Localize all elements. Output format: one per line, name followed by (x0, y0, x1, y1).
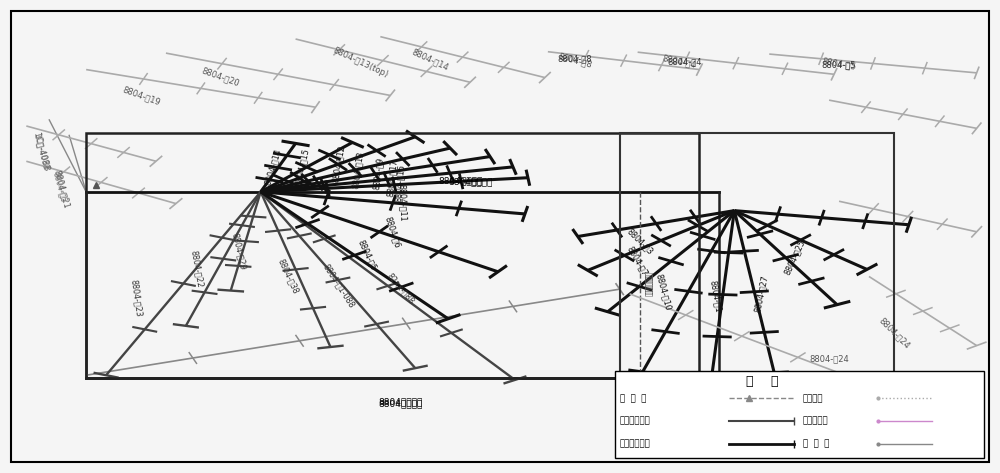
Text: 8804轨道巷道: 8804轨道巷道 (378, 397, 422, 406)
Text: 设计终孔线: 设计终孔线 (643, 272, 652, 295)
Text: 8804-奥13(top): 8804-奥13(top) (331, 46, 390, 79)
Text: 8804-兂5: 8804-兂5 (51, 171, 68, 203)
Text: 8804-奥9: 8804-奥9 (372, 156, 385, 190)
Text: 8804-奥21: 8804-奥21 (52, 169, 71, 210)
Text: 8804-奥25: 8804-奥25 (783, 238, 807, 276)
Text: 8804-奥10: 8804-奥10 (654, 272, 673, 311)
Bar (615, 370, 984, 457)
Text: 8804-奥5: 8804-奥5 (821, 56, 857, 71)
Text: 检  查  孔: 检 查 孔 (803, 439, 829, 448)
Text: 第二序次钒孔: 第二序次钒孔 (620, 439, 650, 448)
Text: 8804-奥1: 8804-奥1 (708, 280, 723, 314)
Text: 8804-奥13: 8804-奥13 (351, 150, 365, 189)
Text: 8804-奥23: 8804-奥23 (129, 278, 143, 317)
Text: 8804-奥14: 8804-奥14 (410, 47, 450, 72)
Text: 8804-奥8: 8804-奥8 (557, 54, 592, 63)
Text: 8804-奥4: 8804-奥4 (662, 53, 697, 70)
Text: 8804-奥15: 8804-奥15 (294, 148, 311, 186)
Bar (86, 133, 699, 377)
Text: 8804-奥27: 8804-奥27 (753, 274, 770, 313)
Text: 1C奥-4088: 1C奥-4088 (32, 131, 51, 173)
Text: 8804-奥19: 8804-奥19 (121, 84, 161, 106)
Text: 8804-奥8: 8804-奥8 (557, 52, 593, 69)
Text: 8804-奥16: 8804-奥16 (394, 164, 406, 202)
Text: 8804-奥5: 8804-奥5 (356, 238, 378, 272)
Text: 8804运输巷道: 8804运输巷道 (448, 177, 492, 186)
Text: 8804-奥17: 8804-奥17 (386, 158, 399, 197)
Text: 8804轨道巷道: 8804轨道巷道 (378, 399, 422, 408)
Text: 8804-奥3: 8804-奥3 (625, 227, 654, 256)
Text: 8804-奥12: 8804-奥12 (331, 145, 346, 184)
Bar (620, 133, 894, 377)
Text: 8804运输巷道: 8804运输巷道 (438, 176, 482, 185)
Text: 面外钒孔: 面外钒孔 (803, 394, 823, 403)
Text: 8804-允4: 8804-允4 (667, 57, 702, 66)
Text: 8804-奥5: 8804-奥5 (822, 60, 856, 69)
Text: 图    例: 图 例 (746, 375, 779, 388)
Text: 8804-奥20: 8804-奥20 (201, 66, 241, 88)
Text: 8804-奥1-088: 8804-奥1-088 (321, 262, 356, 309)
Text: 8804-奥22: 8804-奥22 (189, 250, 205, 289)
Text: 8804-奥6: 8804-奥6 (383, 215, 402, 249)
Text: 设计终孔线: 设计终孔线 (643, 274, 652, 298)
Text: 8804-奥24: 8804-奥24 (809, 354, 849, 363)
Text: 82xx-奥88: 82xx-奥88 (385, 271, 416, 306)
Text: 1C奥-4088: 1C奥-4088 (32, 133, 50, 171)
Text: 第一序次钒孔: 第一序次钒孔 (620, 416, 650, 426)
Text: 8804-奥11: 8804-奥11 (397, 184, 407, 222)
Text: 五灰放水孔: 五灰放水孔 (803, 416, 828, 426)
Text: 8804-奥24: 8804-奥24 (877, 315, 911, 350)
Text: 观  测  孔: 观 测 孔 (620, 394, 646, 403)
Text: 8804-奥29: 8804-奥29 (230, 232, 247, 271)
Text: 8804-奥7: 8804-奥7 (626, 245, 650, 277)
Text: 8804-奥14: 8804-奥14 (263, 148, 282, 186)
Text: 8804-奥38: 8804-奥38 (277, 257, 301, 296)
